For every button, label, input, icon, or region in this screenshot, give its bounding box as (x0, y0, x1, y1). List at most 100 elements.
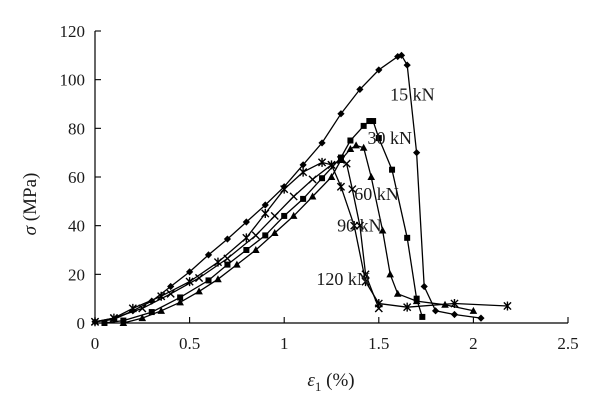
data-point (367, 173, 376, 180)
x-axis-subscript: 1 (315, 379, 322, 394)
data-point (308, 175, 317, 184)
series-60kn (119, 141, 478, 326)
asterisk-marker (336, 182, 346, 192)
data-point (308, 192, 317, 200)
triangle-marker (469, 306, 478, 314)
series-group (90, 51, 512, 327)
y-tick-label: 60 (68, 168, 85, 187)
triangle-marker (289, 211, 298, 219)
diamond-marker (186, 268, 194, 276)
diamond-marker (413, 149, 421, 157)
asterisk-marker (185, 277, 194, 287)
data-point (119, 319, 128, 326)
diamond-marker (394, 52, 402, 61)
asterisk-marker (317, 157, 327, 167)
data-point (378, 226, 387, 234)
asterisk-marker (503, 301, 512, 311)
diamond-marker (477, 314, 485, 322)
asterisk-marker (327, 160, 336, 170)
asterisk-marker (350, 221, 359, 231)
triangle-marker (367, 173, 376, 180)
data-point (299, 161, 307, 169)
data-point (251, 231, 260, 240)
data-point (128, 303, 137, 313)
data-point (450, 310, 459, 319)
data-point (109, 313, 119, 323)
data-point (403, 61, 411, 69)
data-point (359, 143, 368, 151)
asterisk-marker (90, 317, 100, 327)
data-point (157, 306, 166, 314)
data-point (289, 211, 298, 219)
x-axis-unit: (%) (321, 370, 354, 391)
asterisk-marker (213, 257, 223, 267)
data-point (503, 301, 512, 311)
data-point (223, 235, 232, 243)
data-point (194, 273, 204, 283)
data-point (138, 314, 147, 322)
diamond-marker (337, 110, 345, 118)
x-tick-label: 0.5 (179, 334, 200, 353)
asterisk-marker (109, 313, 119, 323)
triangle-marker (252, 246, 260, 253)
data-point (342, 159, 351, 168)
diamond-marker (375, 66, 383, 74)
x-tick-label: 1 (280, 334, 289, 353)
data-point (386, 270, 394, 278)
diamond-marker (242, 218, 250, 226)
data-point (205, 277, 212, 284)
asterisk-marker (261, 209, 270, 218)
data-point (166, 289, 175, 298)
diamond-marker (420, 282, 428, 291)
data-point (366, 118, 373, 125)
data-point (148, 297, 156, 305)
square-marker (224, 261, 231, 268)
y-tick-label: 100 (60, 71, 86, 90)
diamond-marker (450, 310, 459, 319)
square-marker (300, 195, 307, 202)
series-line (94, 161, 508, 323)
square-marker (360, 122, 367, 129)
x-marker (166, 289, 175, 298)
data-point (477, 314, 485, 322)
triangle-marker (393, 289, 402, 297)
triangle-marker (138, 314, 147, 322)
triangle-marker (327, 173, 336, 180)
square-marker (148, 309, 155, 316)
x-marker (194, 273, 204, 283)
series-label: 60 kN (354, 184, 399, 204)
data-point (420, 282, 428, 291)
data-point (261, 201, 269, 209)
data-point (469, 306, 478, 314)
asterisk-marker (374, 299, 383, 309)
data-point (317, 157, 327, 167)
diamond-marker (167, 282, 175, 291)
diamond-marker (318, 139, 326, 147)
data-point (393, 289, 402, 297)
data-point (185, 277, 194, 287)
x-axis-symbol: ε (307, 370, 315, 391)
data-point (101, 320, 108, 326)
data-point (299, 167, 308, 177)
asterisk-marker (299, 167, 308, 177)
x-tick-label: 1.5 (368, 334, 389, 353)
data-point (300, 195, 307, 202)
data-point (242, 233, 251, 243)
data-point (356, 85, 364, 93)
data-point (195, 287, 203, 295)
diamond-marker (223, 235, 232, 243)
data-point (243, 247, 250, 253)
x-axis-title: ε1 (%) (307, 370, 354, 394)
y-tick-label: 40 (68, 217, 85, 236)
data-point (270, 211, 279, 221)
diamond-marker (204, 251, 213, 259)
square-marker (243, 247, 250, 253)
square-marker (281, 212, 288, 219)
data-point (262, 232, 269, 239)
square-marker (370, 118, 377, 125)
asterisk-marker (128, 303, 137, 313)
square-marker (177, 294, 184, 301)
data-point (270, 228, 279, 236)
square-marker (404, 234, 411, 241)
data-point (397, 51, 406, 59)
